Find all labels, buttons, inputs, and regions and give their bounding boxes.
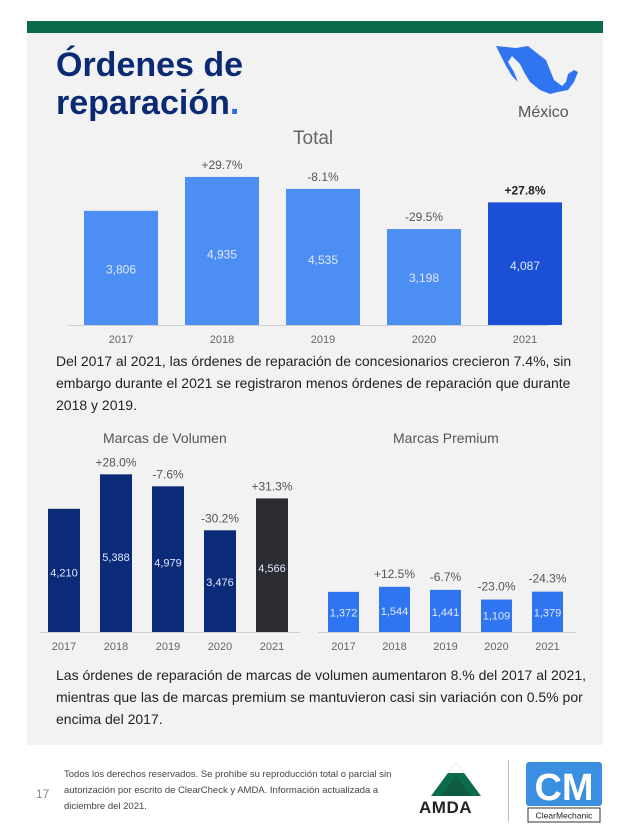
x-tick-2021: 2021 (513, 334, 537, 346)
bar-2021 (488, 202, 562, 325)
bar-2019 (286, 188, 360, 325)
x-tick-2019: 2019 (156, 641, 180, 653)
x-tick-2018: 2018 (104, 641, 128, 653)
cm-logo-letters: CM (534, 767, 593, 809)
bar-value-label-2017: 1,372 (330, 608, 358, 620)
bar-value-label-2018: 1,544 (381, 606, 409, 618)
change-label-2019: -8.1% (307, 170, 339, 184)
change-label-2018: +28.0% (95, 455, 136, 469)
footer-disclaimer: Todos los derechos reservados. Se prohíb… (64, 769, 392, 812)
volume-chart-title: Marcas de Volumen (103, 430, 227, 446)
x-tick-2018: 2018 (210, 334, 234, 346)
bar-value-label-2019: 1,441 (432, 607, 460, 619)
x-tick-2018: 2018 (382, 641, 406, 653)
x-tick-2017: 2017 (52, 641, 76, 653)
change-label-2019: -6.7% (430, 570, 462, 584)
country-label: México (518, 104, 569, 121)
change-label-2019: -7.6% (152, 467, 184, 481)
bar-value-label-2017: 4,210 (50, 568, 78, 580)
bar-value-label-2020: 1,109 (483, 611, 511, 623)
bar-2020 (204, 530, 236, 632)
bar-2018 (379, 586, 410, 632)
cm-logo-subtext: ClearMechanic (536, 811, 593, 821)
bar-2017 (48, 508, 80, 632)
change-label-2021: -24.3% (528, 572, 566, 586)
bar-value-label-2019: 4,979 (154, 557, 182, 569)
page-title: Órdenes de reparación. (56, 46, 243, 122)
bar-2021 (532, 591, 563, 632)
bar-2021 (256, 498, 288, 632)
x-tick-2020: 2020 (412, 334, 436, 346)
x-tick-2020: 2020 (208, 641, 232, 653)
change-label-2021: +31.3% (251, 479, 292, 493)
change-label-2018: +29.7% (201, 158, 242, 172)
paragraph-brands: Las órdenes de reparación de marcas de v… (56, 667, 587, 727)
bar-2020 (481, 599, 512, 632)
bar-value-label-2021: 4,566 (258, 563, 286, 575)
x-tick-2017: 2017 (331, 641, 355, 653)
page-number: 17 (36, 787, 50, 801)
change-label-2021: +27.8% (504, 183, 545, 197)
bar-2017 (328, 591, 359, 632)
bar-2019 (430, 589, 461, 632)
bar-value-label-2021: 4,087 (510, 259, 540, 273)
x-tick-2017: 2017 (109, 334, 133, 346)
total-chart: 3,806 2017 4,935 +29.7% 2018 4,535 -8.1% 2019 3,… (68, 158, 562, 346)
volume-chart: 4,210 2017 5,388 +28.0% 2018 4,979 -7.6% 2019 3,… (40, 455, 300, 653)
bar-value-label-2019: 4,535 (308, 253, 338, 267)
x-tick-2021: 2021 (535, 641, 559, 653)
amda-logo-text: AMDA (419, 798, 472, 817)
bar-value-label-2020: 3,476 (206, 577, 234, 589)
bar-value-label-2018: 5,388 (102, 552, 130, 564)
bar-2018 (185, 176, 259, 325)
x-tick-2019: 2019 (311, 334, 335, 346)
bar-value-label-2020: 3,198 (409, 271, 439, 285)
bar-2017 (84, 210, 158, 325)
x-tick-2020: 2020 (484, 641, 508, 653)
title-line-2: reparación (56, 84, 230, 122)
bar-2019 (152, 486, 184, 632)
title-line-1: Órdenes de (56, 46, 244, 84)
clearmechanic-logo-icon: CM ClearMechanic (526, 762, 602, 823)
change-label-2020: -29.5% (405, 210, 443, 224)
change-label-2020: -23.0% (477, 580, 515, 594)
bar-value-label-2018: 4,935 (207, 247, 237, 261)
mexico-map-icon (496, 46, 578, 94)
change-label-2020: -30.2% (201, 511, 239, 525)
premium-chart: 1,372 2017 1,544 +12.5% 2018 1,441 -6.7% 2019 1,… (318, 567, 576, 653)
total-chart-title: Total (293, 128, 334, 149)
bar-value-label-2017: 3,806 (106, 263, 136, 277)
bar-2018 (100, 474, 132, 632)
bar-2020 (387, 229, 461, 325)
x-tick-2021: 2021 (260, 641, 284, 653)
top-green-bar (27, 21, 603, 33)
title-dot: . (229, 84, 240, 122)
logo-separator (508, 760, 509, 822)
paragraph-total: Del 2017 al 2021, las órdenes de reparac… (56, 353, 572, 413)
premium-chart-title: Marcas Premium (393, 430, 499, 446)
change-label-2018: +12.5% (374, 567, 415, 581)
bar-value-label-2021: 1,379 (534, 608, 562, 620)
amda-logo-icon (431, 762, 481, 796)
x-tick-2019: 2019 (433, 641, 457, 653)
